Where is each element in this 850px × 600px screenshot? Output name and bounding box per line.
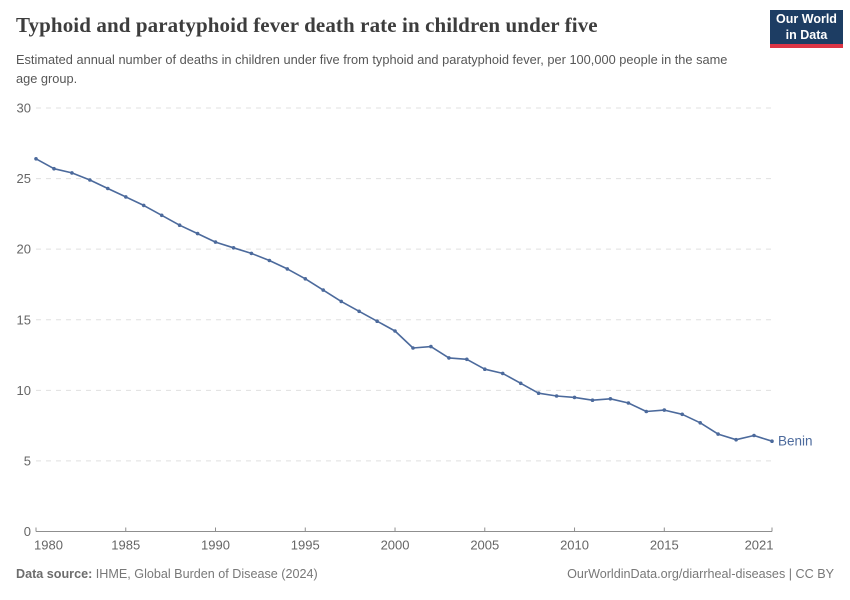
- data-point[interactable]: [572, 395, 577, 400]
- data-point[interactable]: [249, 251, 254, 256]
- data-point[interactable]: [554, 394, 559, 398]
- data-source-label: Data source:: [16, 567, 93, 581]
- data-point[interactable]: [608, 397, 613, 401]
- data-point[interactable]: [231, 246, 236, 250]
- data-point[interactable]: [357, 309, 361, 314]
- data-point[interactable]: [752, 433, 756, 438]
- data-point[interactable]: [177, 223, 182, 227]
- data-source-value: IHME, Global Burden of Disease (2024): [92, 567, 318, 581]
- data-point[interactable]: [500, 371, 505, 376]
- data-point[interactable]: [339, 299, 344, 304]
- chart-subtitle: Estimated annual number of deaths in chi…: [16, 52, 728, 87]
- data-point[interactable]: [285, 267, 290, 271]
- series-entity-label[interactable]: Benin: [778, 434, 813, 449]
- page-title: Typhoid and paratyphoid fever death rate…: [16, 13, 598, 37]
- data-point[interactable]: [680, 412, 684, 417]
- data-point[interactable]: [141, 203, 146, 208]
- x-axis-tick-label: 2021: [745, 538, 774, 553]
- x-axis-tick-label: 1995: [291, 538, 320, 553]
- data-point[interactable]: [88, 178, 92, 182]
- data-point[interactable]: [662, 408, 667, 412]
- data-point[interactable]: [106, 186, 110, 191]
- data-point[interactable]: [770, 439, 774, 444]
- data-point[interactable]: [626, 401, 631, 405]
- data-point[interactable]: [159, 213, 164, 218]
- owid-logo-line1: Our World: [776, 12, 837, 26]
- owid-logo-line2: in Data: [785, 28, 828, 42]
- data-point[interactable]: [303, 277, 308, 281]
- data-point[interactable]: [698, 421, 702, 425]
- data-point[interactable]: [590, 398, 595, 403]
- data-point[interactable]: [644, 409, 649, 414]
- data-point[interactable]: [213, 240, 218, 244]
- data-point[interactable]: [70, 171, 74, 175]
- y-axis-tick-label: 15: [17, 312, 31, 327]
- owid-logo[interactable]: Our World in Data: [770, 10, 843, 48]
- data-point[interactable]: [429, 344, 433, 349]
- data-point[interactable]: [536, 391, 541, 396]
- data-point[interactable]: [483, 367, 487, 372]
- x-axis-tick-label: 2015: [650, 538, 679, 553]
- data-point[interactable]: [716, 432, 720, 436]
- license-link[interactable]: OurWorldinData.org/diarrheal-diseases | …: [567, 567, 834, 581]
- data-point[interactable]: [321, 288, 326, 292]
- benin-line-series[interactable]: [35, 158, 773, 442]
- data-source: Data source: IHME, Global Burden of Dise…: [16, 567, 318, 581]
- data-point[interactable]: [393, 329, 397, 333]
- x-axis-tick-label: 2010: [560, 538, 589, 553]
- data-point[interactable]: [447, 356, 451, 360]
- y-axis-tick-label: 30: [17, 101, 31, 116]
- data-point[interactable]: [52, 166, 56, 171]
- x-axis-tick-label: 1980: [34, 538, 63, 553]
- data-point[interactable]: [411, 346, 415, 350]
- y-axis-tick-label: 20: [17, 242, 31, 257]
- data-point[interactable]: [734, 437, 738, 442]
- data-point[interactable]: [465, 357, 469, 362]
- y-axis-tick-label: 5: [24, 453, 31, 468]
- x-axis-tick-label: 2000: [381, 538, 410, 553]
- data-point[interactable]: [518, 381, 523, 386]
- data-point[interactable]: [267, 258, 272, 263]
- x-axis-tick-label: 1990: [201, 538, 230, 553]
- y-axis-tick-label: 0: [24, 524, 31, 539]
- data-point[interactable]: [124, 195, 128, 199]
- data-point[interactable]: [34, 157, 38, 161]
- chart-footer: Data source: IHME, Global Burden of Dise…: [16, 567, 834, 581]
- x-axis-tick-label: 1985: [111, 538, 140, 553]
- y-axis-tick-label: 25: [17, 171, 31, 186]
- y-axis-tick-label: 10: [17, 383, 31, 398]
- data-point[interactable]: [195, 231, 200, 236]
- data-point[interactable]: [375, 319, 379, 324]
- x-axis-tick-label: 2005: [470, 538, 499, 553]
